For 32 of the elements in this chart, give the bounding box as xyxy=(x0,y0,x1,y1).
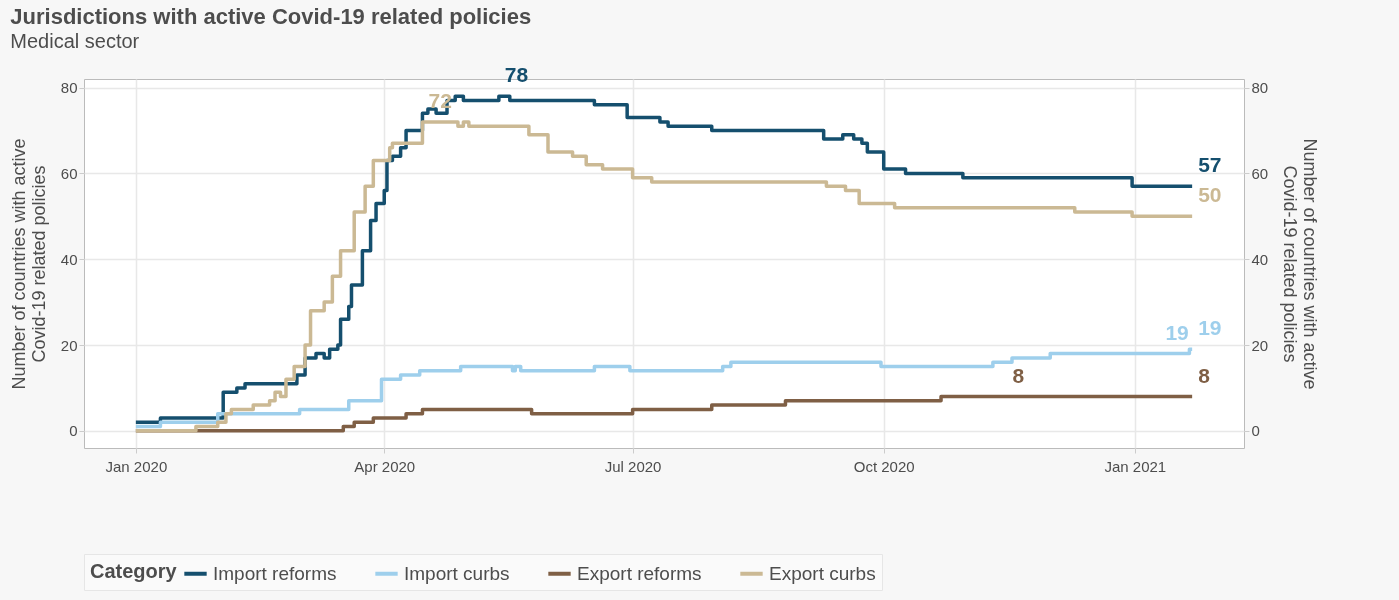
y2-tick-label: 0 xyxy=(1251,422,1260,440)
annotation: 78 xyxy=(504,63,529,87)
y2-tick-label: 20 xyxy=(1251,336,1269,354)
y2-tick-label: 80 xyxy=(1251,79,1269,97)
chart-title: Jurisdictions with active Covid-19 related policies xyxy=(10,4,532,30)
x-tick-label: Apr 2020 xyxy=(354,457,416,475)
x-tick-label: Jul 2020 xyxy=(604,457,662,475)
annotation: 72 xyxy=(428,88,452,112)
x-tick-label: Oct 2020 xyxy=(853,457,915,475)
legend-label: Import curbs xyxy=(404,562,510,584)
y-tick-label: 20 xyxy=(60,336,78,354)
annotation: 8 xyxy=(1198,363,1211,387)
y2-axis-title: Number of countries with active Covid-19 related policies xyxy=(1280,138,1321,390)
x-tick-label: Jan 2021 xyxy=(1104,457,1167,475)
annotation: 19 xyxy=(1165,320,1189,344)
annotation: 50 xyxy=(1198,183,1222,207)
y-tick-label: 60 xyxy=(60,164,78,182)
y-tick-label: 40 xyxy=(60,250,78,268)
chart-subtitle: Medical sector xyxy=(10,30,140,53)
y-tick-label: 80 xyxy=(60,79,78,97)
y-tick-label: 0 xyxy=(69,422,78,440)
y2-tick-label: 40 xyxy=(1251,250,1269,268)
legend-label: Import reforms xyxy=(213,562,337,584)
annotation: 8 xyxy=(1012,363,1025,387)
x-tick-label: Jan 2020 xyxy=(105,457,168,475)
y2-tick-label: 60 xyxy=(1251,164,1269,182)
legend-label: Export curbs xyxy=(769,562,876,584)
legend-title: Category xyxy=(90,560,178,582)
y-axis-title: Number of countries with active Covid-19 related policies xyxy=(8,138,49,390)
legend-label: Export reforms xyxy=(577,562,702,584)
annotation: 57 xyxy=(1198,153,1222,177)
annotation: 19 xyxy=(1198,316,1222,340)
